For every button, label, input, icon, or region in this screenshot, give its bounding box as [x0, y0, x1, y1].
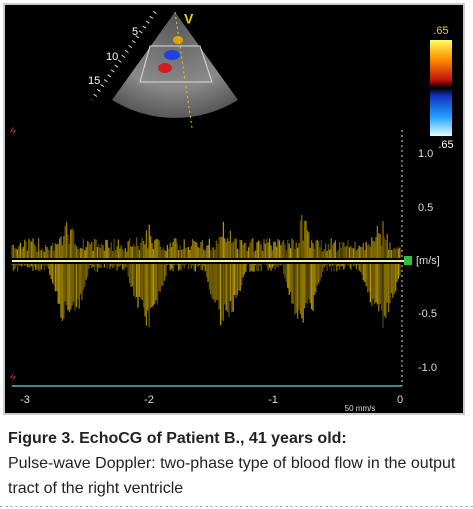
time-label: -2	[144, 394, 154, 406]
color-flow	[158, 63, 172, 73]
color-flow	[164, 50, 180, 60]
depth-label: 15	[88, 75, 100, 87]
doppler-spectrum	[11, 215, 401, 328]
color-box	[139, 45, 213, 83]
ecg-marker	[10, 372, 16, 382]
time-label: -3	[20, 394, 30, 406]
depth-label: 5	[132, 26, 138, 38]
caption-text: Pulse-wave Doppler: two-phase type of bl…	[8, 455, 456, 497]
velocity-label: -0.5	[418, 308, 437, 320]
view-label: V	[184, 11, 194, 27]
time-label: -1	[268, 394, 278, 406]
color-scale-label: .65	[438, 139, 453, 151]
caption-title: Figure 3. EchoCG of Patient B., 41 years…	[8, 430, 347, 447]
velocity-label: 1.0	[418, 148, 433, 160]
color-bar	[430, 40, 452, 136]
depth-scale	[90, 10, 157, 102]
divider	[0, 506, 473, 507]
ultrasound-sector	[112, 12, 238, 118]
depth-label: 10	[106, 51, 118, 63]
sweep-speed: 50 mm/s	[345, 404, 376, 413]
time-label: 0	[397, 394, 403, 406]
image-frame	[3, 3, 465, 415]
doppler-image: 5 10 15 V .65 .65 1.0 0.5 [m/s] -0.5 -1.…	[3, 3, 465, 415]
velocity-label: 0.5	[418, 202, 433, 214]
ecg-marker	[10, 126, 16, 136]
baseline-marker	[404, 256, 412, 265]
color-scale-label: .65	[433, 25, 448, 37]
color-flow	[173, 36, 183, 44]
velocity-unit: [m/s]	[416, 255, 440, 267]
velocity-label: -1.0	[418, 362, 437, 374]
